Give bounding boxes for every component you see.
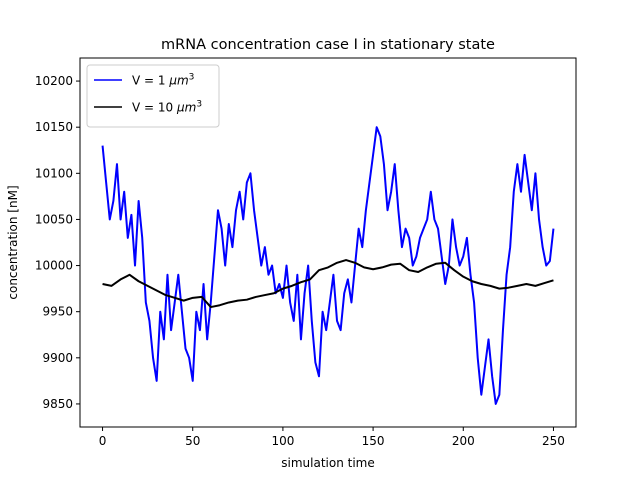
y-tick-label: 9850 — [42, 397, 73, 411]
y-tick-label: 10200 — [35, 74, 73, 88]
x-axis-title: simulation time — [281, 456, 374, 470]
legend: V = 1 μm3 V = 10 μm3 — [86, 64, 220, 128]
series-line-2 — [102, 259, 554, 309]
x-tick-label: 200 — [452, 434, 475, 448]
y-tick-label: 9900 — [42, 351, 73, 365]
x-tick-label: 250 — [542, 434, 565, 448]
x-tick-label: 0 — [99, 434, 107, 448]
plot-frame — [79, 57, 577, 428]
ticks-layer: 0 50 100 150 200 250 9850 9900 9950 10000 10050 101… — [35, 74, 565, 448]
chart-title: mRNA concentration case I in stationary … — [161, 37, 495, 53]
series-layer — [101, 126, 555, 405]
y-tick-label: 9950 — [42, 305, 73, 319]
y-tick-label: 10050 — [35, 212, 73, 226]
y-tick-label: 10000 — [35, 259, 73, 273]
x-tick-label: 50 — [185, 434, 200, 448]
legend-label-series-1: V = 1 μm3 — [132, 73, 194, 88]
legend-label-series-2: V = 10 μm3 — [132, 100, 202, 115]
y-axis-title: concentration [nM] — [6, 185, 20, 299]
series-line-1 — [101, 126, 555, 405]
y-tick-label: 10100 — [35, 166, 73, 180]
x-tick-label: 150 — [362, 434, 385, 448]
y-tick-label: 10150 — [35, 120, 73, 134]
x-tick-label: 100 — [271, 434, 294, 448]
